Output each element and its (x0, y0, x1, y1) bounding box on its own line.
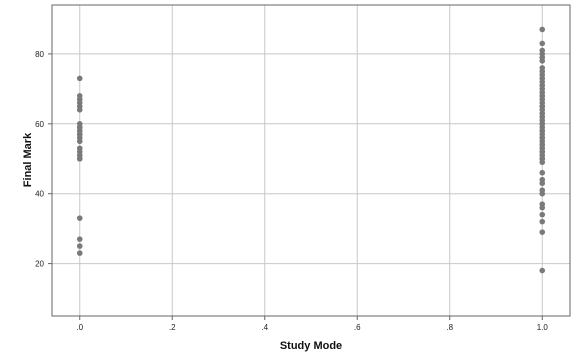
scatter-point (539, 121, 546, 127)
y-tick-label: 40 (35, 190, 44, 199)
data-points (76, 26, 546, 274)
x-axis-title: Study Mode (280, 340, 342, 352)
y-axis-ticks: 20 40 60 80 (35, 50, 44, 269)
scatter-point (539, 141, 546, 148)
scatter-point (76, 107, 83, 113)
scatter-point (76, 124, 83, 131)
x-axis-ticks: .0 .2 .4 .6 .8 1.0 (76, 323, 548, 332)
x-tick-label: 1.0 (537, 323, 549, 332)
plot-frame (51, 4, 571, 317)
scatter-point (76, 250, 83, 256)
x-tick-label: .2 (169, 323, 176, 332)
scatter-point (539, 176, 546, 183)
scatter-point (539, 103, 546, 110)
scatter-point (76, 243, 83, 249)
scatter-point (76, 138, 83, 145)
scatter-point (539, 229, 546, 235)
scatter-point (539, 114, 546, 120)
scatter-point (76, 215, 83, 221)
scatter-point (76, 100, 83, 106)
scatter-point (539, 127, 546, 134)
scatter-point (539, 54, 546, 61)
scatter-point (539, 134, 546, 141)
x-tick-label: .4 (261, 323, 268, 332)
scatter-point (539, 148, 546, 155)
scatter-point (539, 267, 546, 274)
scatter-point (539, 169, 546, 176)
scatter-point (539, 26, 546, 33)
scatter-point (539, 155, 546, 162)
y-tick-label: 60 (35, 120, 44, 129)
grid-lines (48, 5, 570, 320)
scatter-point (76, 155, 83, 162)
scatter-point (539, 190, 546, 197)
scatter-point (539, 218, 546, 225)
x-tick-label: .8 (446, 323, 453, 332)
x-tick-label: .0 (76, 323, 83, 332)
scatter-point (539, 65, 546, 71)
x-tick-label: .6 (354, 323, 361, 332)
scatter-point (539, 211, 546, 218)
scatter-point (76, 75, 83, 82)
scatter-point (539, 40, 546, 47)
scatter-point (76, 236, 83, 242)
y-tick-label: 20 (35, 260, 44, 269)
y-tick-label: 80 (35, 50, 44, 59)
scatter-point (539, 204, 546, 211)
scatter-point (539, 93, 546, 99)
y-axis-title: Final Mark (22, 132, 34, 187)
